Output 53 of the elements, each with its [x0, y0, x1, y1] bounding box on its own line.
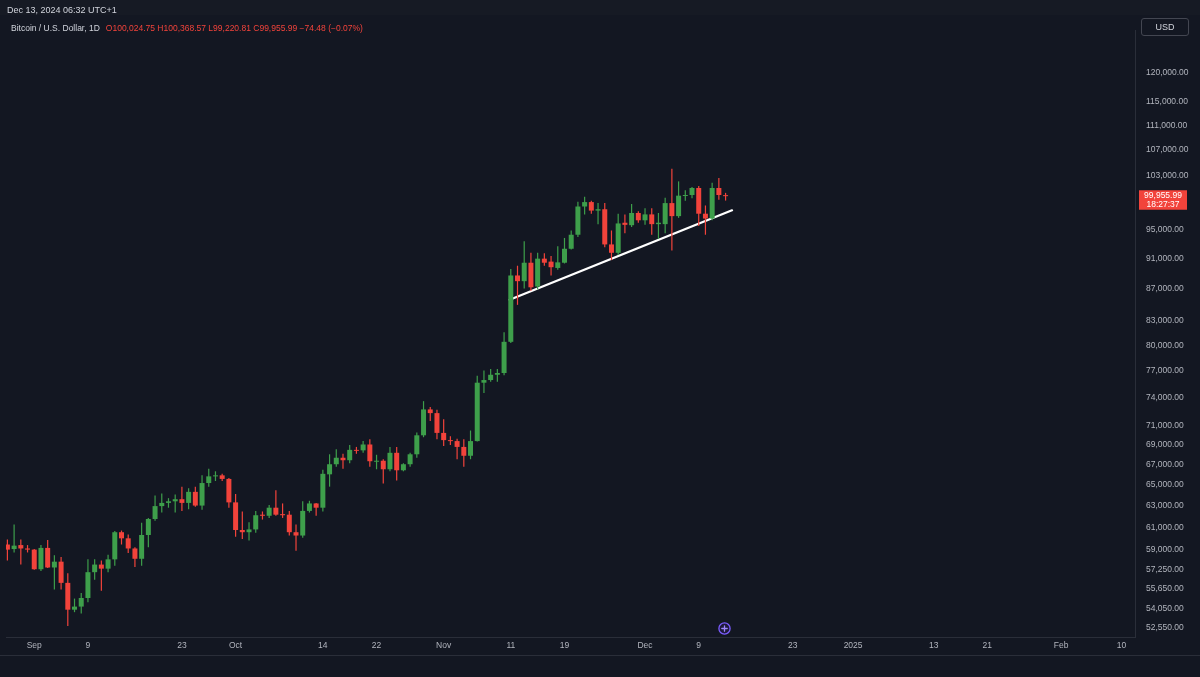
x-tick-label: 2025: [843, 640, 863, 651]
y-tick-label: 52,550.00: [1146, 621, 1185, 632]
x-tick-label: 14: [318, 640, 328, 651]
y-tick-label: 91,000.00: [1146, 253, 1185, 263]
x-tick-label: 11: [506, 640, 516, 651]
x-tick-label: 21: [982, 640, 993, 651]
chart-subtitle: O100,024.75 H100,368.57 L99,220.81 C99,955.99 −74.48 (−0.07%): [105, 23, 363, 33]
x-tick-label: 23: [787, 640, 798, 651]
y-tick-label: 87,000.00: [1146, 283, 1185, 294]
y-tick-label: 115,000.00: [1146, 95, 1189, 106]
y-tick-label: 111,000.00: [1146, 119, 1188, 130]
y-tick-label: 63,000.00: [1146, 499, 1185, 510]
y-tick-label: 80,000.00: [1146, 339, 1185, 350]
x-tick-label: Nov: [436, 640, 452, 651]
y-tick-label: 95,000.00: [1146, 224, 1185, 235]
y-tick-label: 71,000.00: [1146, 419, 1185, 430]
y-tick-label: 77,000.00: [1146, 365, 1185, 376]
x-tick-label: 23: [177, 640, 187, 651]
y-tick-label: 83,000.00: [1146, 314, 1185, 325]
y-tick-label: 103,000.00: [1146, 169, 1189, 180]
x-tick-label: Sep: [26, 640, 43, 651]
y-tick-label: 67,000.00: [1146, 458, 1185, 469]
x-tick-label: 10: [1116, 640, 1127, 651]
x-tick-label: 9: [696, 640, 702, 651]
x-tick-label: 22: [371, 640, 382, 651]
x-tick-label: Oct: [228, 640, 243, 651]
candlestick: [595, 203, 601, 225]
y-axis-title: USD: [1141, 18, 1189, 36]
y-tick-label: 61,000.00: [1146, 521, 1185, 532]
x-tick-label: Dec: [637, 640, 654, 651]
x-tick-label: 9: [85, 640, 91, 651]
candlestick: [246, 522, 252, 541]
candlestick: [481, 370, 487, 393]
x-tick-label: Feb: [1053, 640, 1069, 651]
text: 18:27:37: [1146, 198, 1180, 209]
y-tick-label: 55,650.00: [1146, 583, 1185, 594]
chart-title: Bitcoin / U.S. Dollar, 1D: [11, 23, 100, 33]
candlestick: [179, 486, 185, 511]
candlestick: [642, 208, 648, 225]
text: 99,955.99: [1144, 189, 1183, 200]
candlestick: [293, 524, 299, 551]
x-tick-label: 19: [559, 640, 570, 651]
text: Dec 13, 2024 06:32 UTC+1: [7, 4, 117, 16]
y-tick-label: 120,000.00: [1146, 67, 1189, 78]
candlestick: [454, 438, 460, 460]
y-tick-label: 65,000.00: [1146, 478, 1185, 489]
y-tick-label: 54,050.00: [1146, 602, 1185, 613]
y-tick-label: 69,000.00: [1146, 438, 1185, 449]
y-tick-label: 57,250.00: [1146, 564, 1185, 575]
x-tick-label: 13: [928, 640, 939, 651]
y-tick-label: 74,000.00: [1146, 391, 1185, 402]
y-tick-label: 107,000.00: [1146, 144, 1189, 155]
y-tick-label: 59,000.00: [1146, 543, 1185, 554]
